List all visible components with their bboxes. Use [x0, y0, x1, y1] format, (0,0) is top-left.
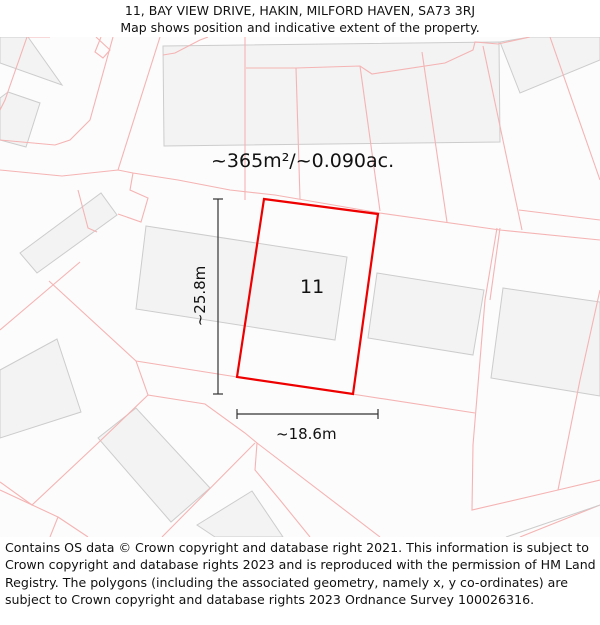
building — [490, 287, 600, 397]
parcels-layer — [0, 37, 600, 537]
building — [196, 490, 284, 537]
map-subtitle: Map shows position and indicative extent… — [120, 20, 480, 35]
building — [0, 338, 82, 439]
plot-number-label: 11 — [300, 276, 325, 298]
copyright-footer: Contains OS data © Crown copyright and d… — [5, 539, 597, 608]
building — [135, 225, 348, 341]
building — [367, 272, 485, 356]
area-label: ~365m²/~0.090ac. — [211, 150, 395, 172]
dimension-lines — [213, 198, 379, 419]
map-canvas — [0, 37, 600, 537]
property-address: 11, BAY VIEW DRIVE, HAKIN, MILFORD HAVEN… — [124, 3, 476, 18]
property-boundary[interactable] — [235, 197, 380, 396]
property-map[interactable]: ~365m²/~0.090ac. 11 ~25.8m ~18.6m — [0, 37, 600, 537]
copyright-text: Contains OS data © Crown copyright and d… — [5, 540, 596, 607]
building — [162, 41, 501, 147]
buildings-layer — [0, 37, 600, 537]
height-dimension-label: ~25.8m — [191, 265, 209, 327]
building — [0, 37, 64, 86]
width-dimension-label: ~18.6m — [276, 425, 337, 443]
map-header: 11, BAY VIEW DRIVE, HAKIN, MILFORD HAVEN… — [0, 0, 600, 37]
building — [19, 192, 118, 274]
building — [0, 91, 41, 148]
